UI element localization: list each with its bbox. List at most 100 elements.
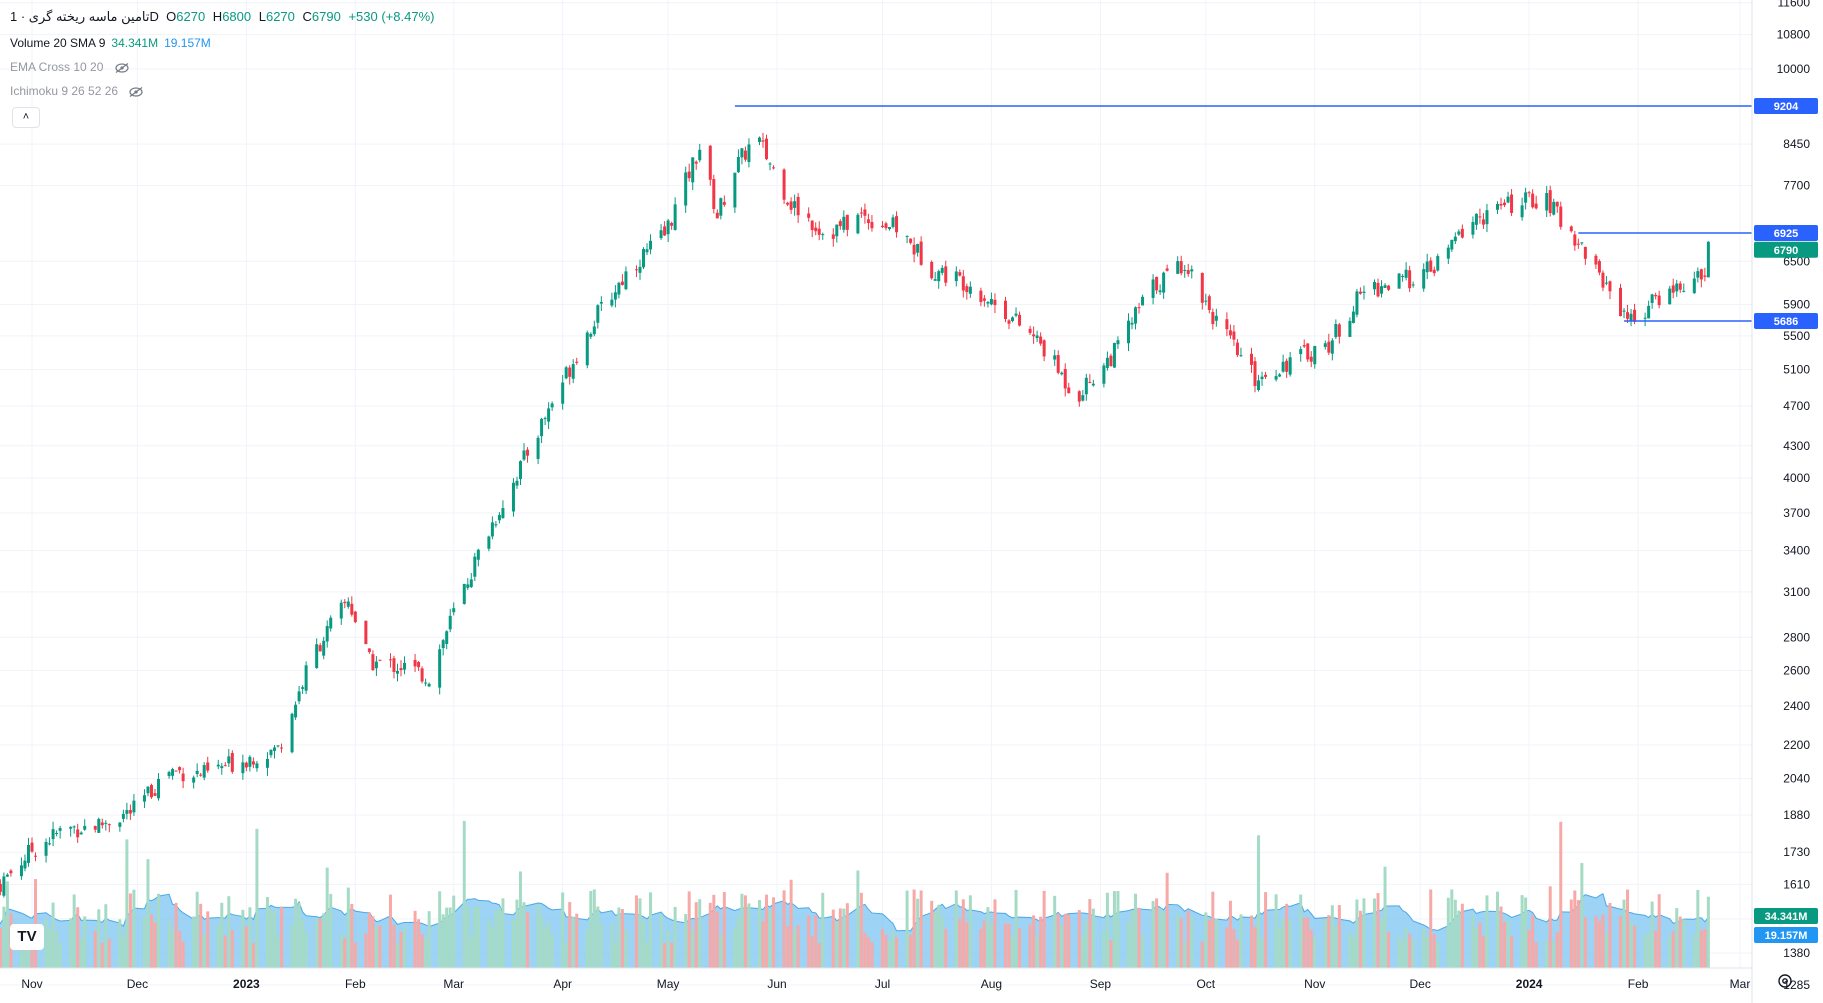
candle-body [1165,268,1169,271]
volume-bar [782,890,786,968]
collapse-legend-button[interactable]: ˄ [12,107,40,128]
candle-body [617,282,621,295]
price-tick-label: 8450 [1783,137,1810,151]
volume-bar [722,892,726,968]
volume-bar [1165,872,1169,968]
volume-bar [1035,936,1039,968]
volume-bar [536,904,540,968]
candle-body [1278,374,1282,377]
volume-bar [501,898,505,968]
candle-body [638,266,642,273]
volume-bar [276,936,280,968]
candle-body [1260,376,1264,380]
candle-body [1362,291,1366,294]
candle-body [965,286,969,293]
volume-bar [856,870,860,968]
time-tick-label: Jun [767,977,786,991]
candle-body [1668,288,1672,305]
volume-bar [1692,934,1696,968]
volume-bar [392,924,396,968]
volume-bar [979,929,983,968]
candle-body [132,800,136,813]
candle-body [1358,291,1362,294]
candle-body [649,240,653,250]
candle-body [1601,272,1605,288]
candle-body [1706,241,1710,278]
candle-body [526,449,530,456]
candle-body [1506,196,1510,203]
ema-legend[interactable]: EMA Cross 10 20 [10,60,129,74]
price-tick-label: 10000 [1777,62,1811,76]
price-tick-label: 4700 [1783,399,1810,413]
volume-bar [255,828,259,968]
candle-body [1425,261,1429,273]
candle-body [842,216,846,230]
volume-bar [1411,940,1415,968]
symbol-legend[interactable]: تامین ماسه ریخته گری · 1D O6270 H6800 L6… [10,9,438,25]
time-tick-label: Apr [553,977,572,991]
volume-bar [0,927,2,968]
candle-body [511,482,515,512]
volume-bar [142,915,146,968]
candle-body [466,584,470,588]
time-tick-label: Feb [345,977,366,991]
volume-bar [1112,891,1116,968]
time-tick-label: Dec [1410,977,1431,991]
volume-bar [585,929,589,968]
volume-bar [796,925,800,968]
ema-label: EMA Cross 10 20 [10,60,104,74]
volume-bar [2,906,6,968]
candle-body [1042,340,1046,357]
volume-last-label-box [1754,908,1818,924]
volume-bar [48,928,52,968]
candle-body [1499,203,1503,206]
candle-body [378,659,382,661]
close-value: 6790 [311,9,341,24]
candle-body [1337,324,1341,337]
volume-bar [195,891,199,968]
volume-bar [912,889,916,968]
volume-bar [1060,925,1064,968]
volume-bar [1548,886,1552,968]
candle-body [888,227,892,230]
volume-bar [968,895,972,968]
candle-body [297,691,301,702]
candle-body [1580,242,1584,244]
volume-bar [476,906,480,968]
hidden-eye-icon[interactable] [129,86,144,97]
volume-bar [1285,903,1289,968]
candle-body [993,299,997,306]
time-tick-label: Nov [21,977,42,991]
candle-body [1214,315,1218,321]
volume-bar [1306,917,1310,968]
volume-bar [620,909,624,968]
volume-bar [146,859,150,968]
volume-bar [698,899,702,968]
symbol-name: تامین ماسه ریخته گری [28,9,150,24]
candle-body [48,843,52,845]
volume-bar [1397,936,1401,968]
candle-body [620,281,624,285]
volume-bar [1703,929,1707,968]
candle-body [1207,296,1211,311]
settings-icon[interactable] [1776,972,1794,990]
candle-body [364,620,368,645]
volume-bar [1330,905,1334,968]
level-label: 9204 [1774,101,1799,113]
volume-legend[interactable]: Volume 20 SMA 9 34.341M 19.157M [10,36,211,50]
ichimoku-legend[interactable]: Ichimoku 9 26 52 26 [10,84,144,98]
volume-bar [649,892,653,968]
volume-bar [367,912,371,968]
hidden-eye-icon[interactable] [115,62,129,73]
candle-body [765,138,769,160]
volume-bar [1042,890,1046,968]
volume-bar [1706,896,1710,968]
candle-body [895,216,899,233]
candle-body [346,601,350,607]
candle-body [1330,340,1334,354]
last-price-label: 6790 [1774,245,1798,257]
volume-bar [880,929,884,968]
volume-bar [473,906,477,968]
time-tick-label: Mar [443,977,464,991]
